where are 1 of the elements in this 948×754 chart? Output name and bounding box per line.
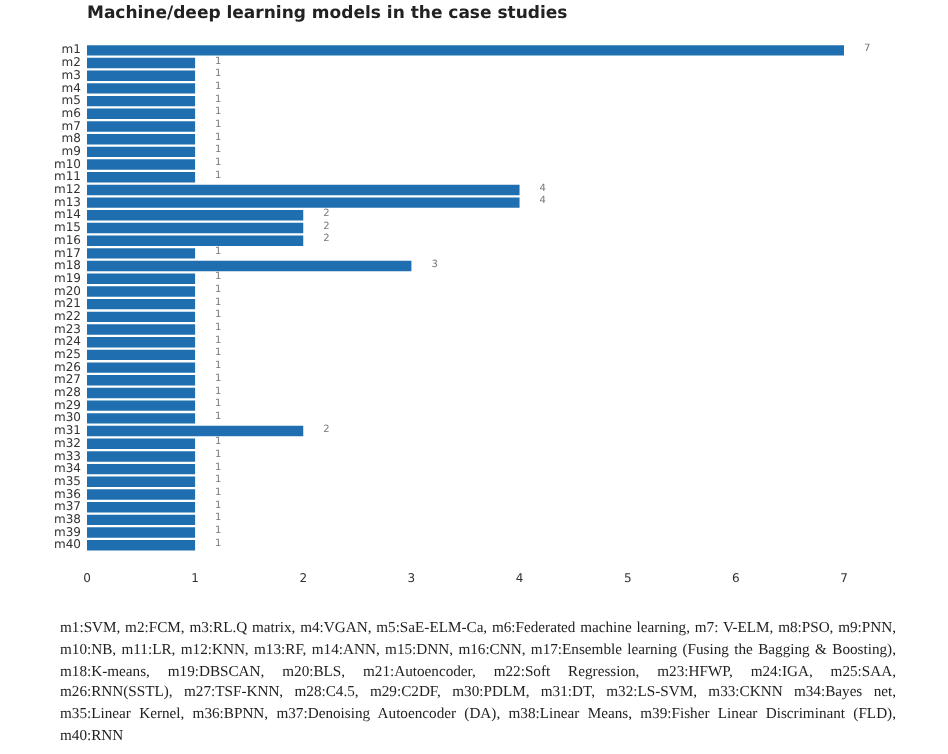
chart-title: Machine/deep learning models in the case studies bbox=[86, 4, 568, 25]
